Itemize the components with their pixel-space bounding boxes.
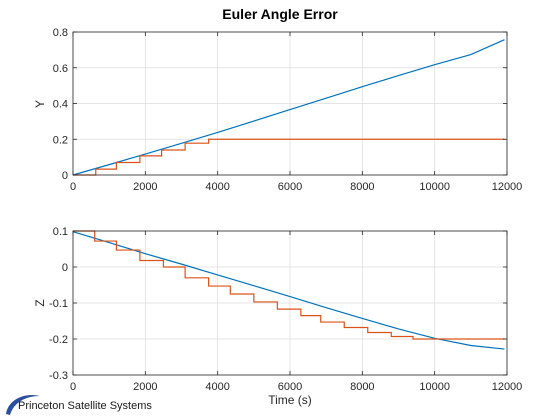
x-tick-label: 0 (70, 181, 76, 193)
x-tick-label: 4000 (205, 181, 229, 193)
y-tick-label: 0.2 (53, 134, 68, 146)
x-tick-label: 6000 (278, 181, 302, 193)
axes-z: 0 2000 4000 6000 8000 10000 12000 -0.3 -0.2 -0.1 0… (49, 226, 522, 393)
x-tick-label: 2000 (133, 181, 157, 193)
x-tick-label: 8000 (350, 381, 374, 393)
logo-text: Princeton Satellite Systems (18, 400, 152, 412)
series-line-2 (73, 138, 505, 176)
y-tick-label: 0 (62, 262, 68, 274)
grid (72, 31, 508, 176)
x-tick-label: 2000 (133, 381, 157, 393)
pss-logo-icon (6, 394, 40, 415)
axes-y: 0 2000 4000 6000 8000 10000 12000 0 0.2 0.4 0.6 0.8 (53, 27, 523, 193)
y-tick-label: -0.2 (49, 334, 68, 346)
x-tick-label: 6000 (278, 381, 302, 393)
x-tick-label: 4000 (205, 381, 229, 393)
ylabel-y: Y (33, 100, 47, 108)
ylabel-z: Z (33, 299, 47, 306)
x-tick-label: 10000 (419, 381, 450, 393)
x-tick-label: 12000 (492, 181, 523, 193)
x-tick-label: 10000 (419, 181, 450, 193)
y-tick-label: 0.6 (53, 63, 68, 75)
y-tick-label: 0.4 (53, 99, 68, 111)
series-line-2 (73, 230, 505, 340)
series-line-1 (72, 231, 505, 350)
x-tick-label: 12000 (492, 381, 523, 393)
grid (72, 230, 508, 376)
y-tick-label: -0.3 (49, 370, 68, 382)
y-tick-label: 0.8 (53, 27, 68, 39)
y-tick-label: -0.1 (49, 298, 68, 310)
x-tick-label: 0 (70, 381, 76, 393)
series-line-1 (72, 39, 505, 176)
y-tick-label: 0 (62, 170, 68, 182)
xlabel-time: Time (s) (268, 393, 312, 407)
chart-title: Euler Angle Error (222, 6, 338, 22)
x-tick-label: 8000 (350, 181, 374, 193)
y-tick-label: 0.1 (53, 226, 68, 238)
